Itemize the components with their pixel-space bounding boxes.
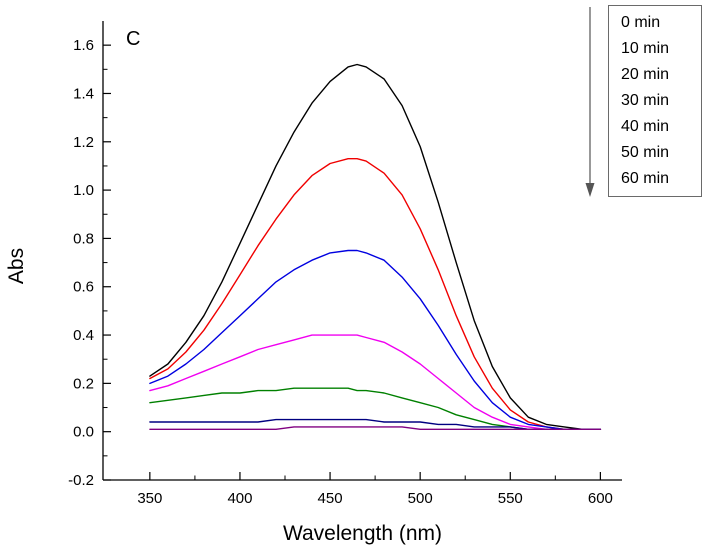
x-tick-label: 350 xyxy=(137,490,162,507)
y-tick-label: 1.6 xyxy=(73,37,94,54)
x-tick-label: 600 xyxy=(588,490,613,507)
legend-entry: 20 min xyxy=(621,66,670,83)
panel-label: C xyxy=(126,28,141,50)
series-curve-30-min xyxy=(149,334,602,430)
series-curve-60-min xyxy=(149,426,602,430)
y-tick-label: 0.4 xyxy=(73,327,94,344)
y-tick-label: 1.4 xyxy=(73,85,94,102)
x-tick-label: 500 xyxy=(408,490,433,507)
y-tick-label: 0.6 xyxy=(73,279,94,296)
down-arrow-head-icon xyxy=(585,183,595,197)
legend-entry: 10 min xyxy=(621,40,670,57)
series-curve-20-min xyxy=(149,249,602,430)
series-curve-10-min xyxy=(149,157,602,430)
y-axis-label: Abs xyxy=(5,247,28,285)
x-tick-label: 450 xyxy=(318,490,343,507)
legend-entry: 0 min xyxy=(621,14,661,31)
x-tick-label: 400 xyxy=(227,490,252,507)
legend-entry: 40 min xyxy=(621,118,670,135)
y-tick-label: 1.2 xyxy=(73,134,94,151)
legend-entry: 30 min xyxy=(621,92,670,109)
y-tick-label: 0.2 xyxy=(73,375,94,392)
legend-entry: 60 min xyxy=(621,170,670,187)
series-curve-0-min xyxy=(149,63,602,430)
y-tick-label: -0.2 xyxy=(68,472,94,489)
y-tick-label: 0.8 xyxy=(73,230,94,247)
y-tick-label: 1.0 xyxy=(73,182,94,199)
y-tick-label: 0.0 xyxy=(73,424,94,441)
legend-entry: 50 min xyxy=(621,144,670,161)
series-curve-50-min xyxy=(149,418,602,430)
x-axis-label: Wavelength (nm) xyxy=(282,522,443,545)
legend: 0 min 10 min 20 min 30 min 40 min 50 min 60 mi… xyxy=(608,5,702,197)
x-tick-label: 550 xyxy=(498,490,523,507)
